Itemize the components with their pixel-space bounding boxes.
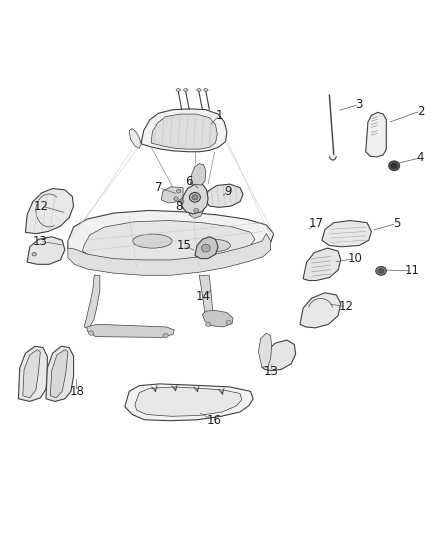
Polygon shape xyxy=(182,184,208,214)
Polygon shape xyxy=(366,112,386,157)
Polygon shape xyxy=(84,275,100,329)
Ellipse shape xyxy=(389,161,399,171)
Ellipse shape xyxy=(194,208,199,213)
Polygon shape xyxy=(189,203,204,219)
Ellipse shape xyxy=(378,268,384,273)
Polygon shape xyxy=(125,384,253,421)
Polygon shape xyxy=(151,114,217,149)
Ellipse shape xyxy=(177,189,181,193)
Polygon shape xyxy=(23,350,40,398)
Text: 4: 4 xyxy=(417,151,424,164)
Text: 5: 5 xyxy=(393,217,400,230)
Ellipse shape xyxy=(88,331,94,335)
Polygon shape xyxy=(18,346,47,401)
Text: 3: 3 xyxy=(356,98,363,111)
Polygon shape xyxy=(161,187,183,203)
Text: 15: 15 xyxy=(177,239,191,252)
Ellipse shape xyxy=(163,334,168,338)
Polygon shape xyxy=(205,184,243,207)
Ellipse shape xyxy=(204,88,208,91)
Ellipse shape xyxy=(376,266,386,275)
Polygon shape xyxy=(129,128,141,148)
Text: 18: 18 xyxy=(69,385,84,398)
Text: 13: 13 xyxy=(263,365,278,378)
Ellipse shape xyxy=(189,192,200,202)
Polygon shape xyxy=(68,233,271,275)
Polygon shape xyxy=(322,221,371,247)
Polygon shape xyxy=(46,346,74,401)
Polygon shape xyxy=(262,340,296,371)
Polygon shape xyxy=(300,293,341,328)
Polygon shape xyxy=(303,248,341,280)
Text: 8: 8 xyxy=(175,199,182,213)
Polygon shape xyxy=(50,350,68,398)
Polygon shape xyxy=(191,164,206,185)
Ellipse shape xyxy=(133,234,172,248)
Ellipse shape xyxy=(226,320,231,325)
Text: 13: 13 xyxy=(33,235,48,248)
Text: 17: 17 xyxy=(309,217,324,230)
Polygon shape xyxy=(87,324,174,337)
Ellipse shape xyxy=(180,200,184,204)
Text: 11: 11 xyxy=(404,264,419,277)
Ellipse shape xyxy=(391,163,398,169)
Polygon shape xyxy=(82,221,255,263)
Polygon shape xyxy=(199,275,212,322)
Text: 10: 10 xyxy=(347,252,362,265)
Ellipse shape xyxy=(201,244,210,252)
Text: 12: 12 xyxy=(339,300,353,313)
Text: 16: 16 xyxy=(206,414,221,427)
Polygon shape xyxy=(68,211,274,268)
Text: 14: 14 xyxy=(196,290,211,303)
Polygon shape xyxy=(135,387,242,416)
Ellipse shape xyxy=(192,195,198,200)
Polygon shape xyxy=(27,237,65,264)
Text: 2: 2 xyxy=(417,104,424,117)
Polygon shape xyxy=(202,310,233,327)
Ellipse shape xyxy=(205,322,211,327)
Ellipse shape xyxy=(176,88,180,91)
Ellipse shape xyxy=(197,88,201,91)
Ellipse shape xyxy=(32,253,36,256)
Ellipse shape xyxy=(174,197,178,200)
Text: 12: 12 xyxy=(34,199,49,213)
Polygon shape xyxy=(258,333,272,367)
Text: 1: 1 xyxy=(215,109,223,122)
Ellipse shape xyxy=(184,88,188,91)
Polygon shape xyxy=(25,189,74,233)
Text: 6: 6 xyxy=(185,175,193,188)
Text: 7: 7 xyxy=(155,181,162,194)
Polygon shape xyxy=(141,109,227,152)
Ellipse shape xyxy=(199,239,230,252)
Polygon shape xyxy=(195,237,218,259)
Text: 9: 9 xyxy=(224,184,232,198)
